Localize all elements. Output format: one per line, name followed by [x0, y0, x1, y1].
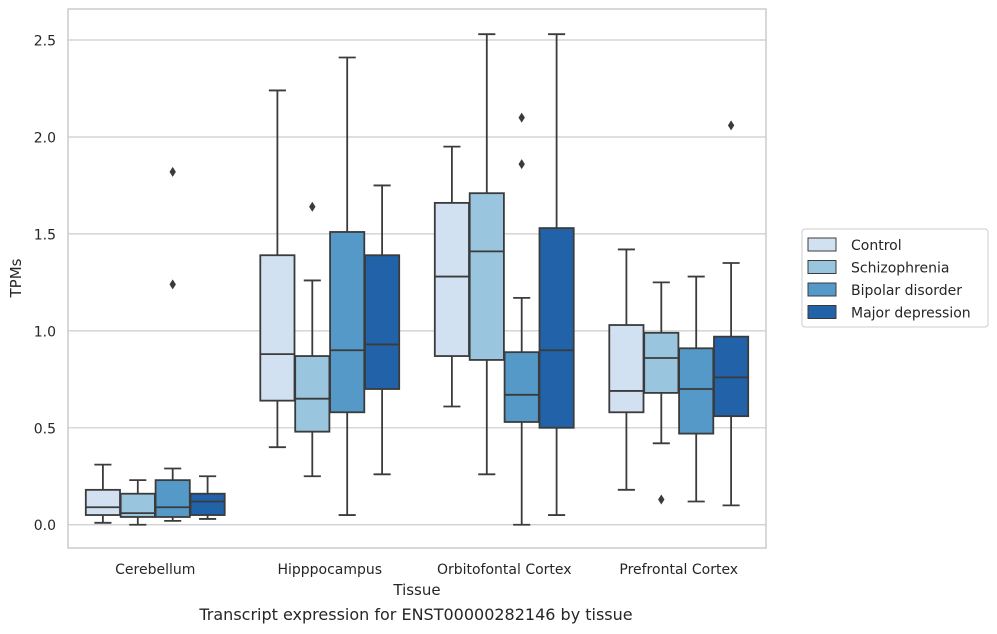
y-tick-label: 0.5 [34, 421, 56, 437]
box-major-depression [364, 184, 401, 476]
box-iqr [713, 335, 750, 418]
box-iqr [84, 488, 121, 516]
legend-swatch [807, 282, 837, 297]
box-schizophrenia [643, 281, 680, 505]
box-schizophrenia [468, 33, 505, 476]
y-tick-labels: 0.0 0.5 1.0 1.5 2.0 2.5 [34, 34, 56, 535]
box-bipolar-disorder [503, 112, 540, 526]
box-schizophrenia [119, 479, 156, 526]
y-tick-label: 1.0 [34, 324, 56, 340]
legend-label: Control [851, 238, 902, 254]
box-bipolar-disorder [678, 275, 715, 503]
outlier-point [309, 201, 316, 212]
box-control [608, 248, 645, 491]
x-tick-label: Prefrontal Cortex [619, 562, 738, 578]
outlier-point [518, 112, 525, 123]
box-iqr [538, 227, 575, 429]
legend-swatch [807, 305, 837, 319]
outlier-point [518, 159, 525, 170]
y-tick-label: 2.0 [34, 130, 56, 146]
x-axis-label: Tissue [392, 581, 440, 599]
x-tick-label: Orbitofontal Cortex [437, 562, 572, 578]
legend-label: Major depression [851, 306, 971, 322]
box-iqr [643, 331, 680, 394]
outlier-point [727, 120, 735, 131]
box-iqr [329, 231, 366, 414]
box-major-depression [189, 475, 226, 520]
y-tick-label: 1.5 [34, 227, 56, 243]
y-axis-label: TPMs [7, 258, 25, 298]
box-control [259, 89, 296, 449]
box-control [433, 145, 470, 408]
outlier-point [169, 279, 176, 290]
legend-swatch [807, 260, 837, 274]
y-tick-label: 0.0 [34, 518, 56, 534]
box-bipolar-disorder [329, 56, 366, 516]
legend: Control Schizophrenia Bipolar disorder Majo… [801, 228, 989, 328]
box-major-depression [713, 120, 750, 507]
box-iqr [468, 192, 505, 361]
box-iqr [259, 254, 296, 402]
outlier-point [658, 494, 665, 505]
boxes-layer [84, 33, 750, 526]
plot-frame [67, 8, 767, 549]
outlier-point [169, 166, 176, 177]
gridlines [68, 39, 766, 526]
box-iqr [503, 351, 540, 423]
box-major-depression [538, 33, 575, 516]
box-iqr [189, 492, 226, 516]
figure-caption: Transcript expression for ENST0000028214… [199, 605, 633, 624]
legend-label: Schizophrenia [851, 261, 949, 277]
box-iqr [433, 201, 470, 357]
x-tick-label: Hipppocampus [277, 562, 382, 578]
box-bipolar-disorder [154, 166, 191, 522]
y-tick-label: 2.5 [34, 34, 56, 50]
box-iqr [364, 254, 401, 390]
x-tick-labels: Cerebellum Hipppocampus Orbitofontal Corte… [115, 562, 738, 578]
legend-swatch [807, 237, 837, 252]
box-iqr [678, 347, 715, 435]
legend-label: Bipolar disorder [851, 283, 962, 299]
box-iqr [294, 355, 331, 433]
box-schizophrenia [294, 201, 331, 478]
legend-frame [801, 228, 989, 328]
box-control [84, 463, 121, 524]
x-tick-label: Cerebellum [115, 562, 195, 578]
box-iqr [608, 324, 645, 414]
box-iqr [154, 479, 191, 518]
